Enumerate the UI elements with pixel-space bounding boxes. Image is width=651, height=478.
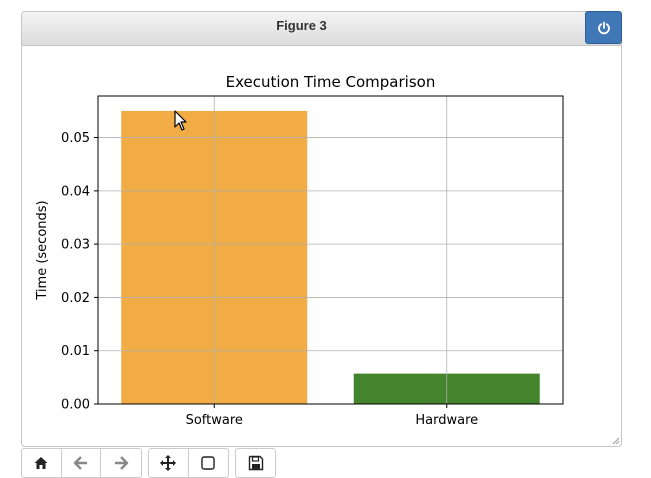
arrow-right-icon — [115, 456, 129, 470]
x-tick-label: Software — [186, 413, 243, 428]
home-icon — [34, 457, 48, 469]
save-group — [235, 448, 276, 478]
save-icon — [248, 455, 263, 471]
y-tick-label: 0.00 — [61, 398, 90, 413]
figure-title: Figure 3 — [276, 18, 327, 33]
mouse-cursor-icon — [174, 110, 187, 131]
bar-chart: Execution Time Comparison Time (seconds) 0… — [35, 73, 564, 428]
y-tick-label: 0.02 — [61, 291, 90, 306]
move-icon — [160, 455, 177, 471]
y-tick-label: 0.03 — [61, 238, 90, 253]
figure-window: Figure 3 Execution Time Comparison Time (… — [21, 11, 622, 447]
y-tick-label: 0.04 — [61, 184, 90, 199]
back-button[interactable] — [62, 449, 102, 477]
zoom-rect-button[interactable] — [189, 449, 229, 477]
forward-button[interactable] — [101, 449, 141, 477]
chart-title: Execution Time Comparison — [226, 73, 436, 91]
y-tick-label: 0.01 — [61, 344, 90, 359]
save-button[interactable] — [236, 449, 275, 477]
close-figure-button[interactable] — [585, 11, 622, 44]
y-axis-label: Time (seconds) — [35, 200, 50, 300]
power-icon — [598, 21, 610, 35]
figure-titlebar[interactable]: Figure 3 — [22, 11, 622, 46]
resize-grip-icon[interactable] — [612, 437, 620, 445]
home-button[interactable] — [22, 449, 62, 477]
x-tick-label: Hardware — [415, 413, 478, 428]
figure-toolbar — [21, 448, 321, 478]
pan-button[interactable] — [149, 449, 189, 477]
navigation-group — [21, 448, 142, 478]
tools-group — [148, 448, 229, 478]
plot-frame — [97, 95, 564, 405]
arrow-left-icon — [73, 456, 87, 470]
figure-canvas[interactable]: Execution Time Comparison Time (seconds) 0… — [22, 46, 621, 446]
zoom-rect-icon — [201, 456, 215, 470]
y-tick-label: 0.05 — [61, 131, 90, 146]
